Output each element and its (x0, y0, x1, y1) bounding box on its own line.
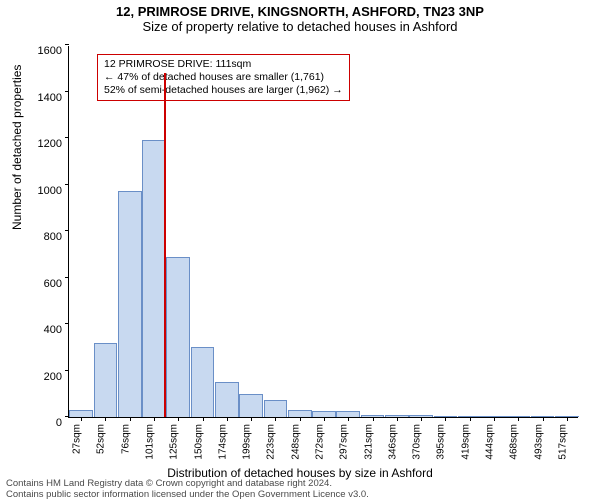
annotation-line: ← 47% of detached houses are smaller (1,… (104, 71, 343, 84)
y-tick-mark (65, 323, 69, 324)
x-tick-mark (470, 417, 471, 421)
histogram-bar (142, 140, 166, 417)
y-tick-label: 600 (22, 278, 62, 290)
x-tick-mark (81, 417, 82, 421)
x-tick-mark (275, 417, 276, 421)
marker-line (164, 73, 166, 417)
chart-title-line2: Size of property relative to detached ho… (0, 19, 600, 34)
x-tick-mark (105, 417, 106, 421)
x-tick-label: 444sqm (485, 424, 496, 460)
x-tick-label: 101sqm (145, 424, 156, 460)
y-tick-mark (65, 91, 69, 92)
y-tick-label: 1600 (22, 45, 62, 57)
attribution-line: Contains HM Land Registry data © Crown c… (6, 479, 369, 489)
y-tick-mark (65, 44, 69, 45)
x-tick-mark (373, 417, 374, 421)
y-tick-label: 1000 (22, 185, 62, 197)
x-tick-label: 272sqm (315, 424, 326, 460)
attribution-line: Contains public sector information licen… (6, 490, 369, 500)
x-tick-mark (178, 417, 179, 421)
annotation-line: 12 PRIMROSE DRIVE: 111sqm (104, 58, 343, 71)
x-tick-mark (567, 417, 568, 421)
histogram-bar (166, 257, 190, 417)
y-tick-mark (65, 277, 69, 278)
y-tick-label: 0 (22, 417, 62, 429)
y-tick-mark (65, 137, 69, 138)
x-tick-mark (154, 417, 155, 421)
x-tick-mark (300, 417, 301, 421)
histogram-bar (239, 394, 263, 417)
chart-title-block: 12, PRIMROSE DRIVE, KINGSNORTH, ASHFORD,… (0, 0, 600, 34)
x-tick-label: 517sqm (557, 424, 568, 460)
y-tick-mark (65, 184, 69, 185)
x-tick-mark (494, 417, 495, 421)
x-tick-mark (130, 417, 131, 421)
annotation-box: 12 PRIMROSE DRIVE: 111sqm ← 47% of detac… (97, 54, 350, 101)
x-tick-mark (421, 417, 422, 421)
x-tick-label: 150sqm (193, 424, 204, 460)
x-tick-label: 297sqm (339, 424, 350, 460)
x-tick-mark (324, 417, 325, 421)
histogram-bar (191, 347, 215, 417)
x-tick-label: 248sqm (290, 424, 301, 460)
x-tick-label: 199sqm (242, 424, 253, 460)
x-tick-label: 395sqm (436, 424, 447, 460)
attribution-text: Contains HM Land Registry data © Crown c… (6, 479, 369, 500)
x-tick-label: 493sqm (533, 424, 544, 460)
x-tick-label: 346sqm (387, 424, 398, 460)
y-tick-label: 800 (22, 231, 62, 243)
x-tick-mark (397, 417, 398, 421)
x-tick-mark (227, 417, 228, 421)
histogram-bar (69, 410, 93, 417)
histogram-bar (94, 343, 118, 417)
x-tick-label: 370sqm (412, 424, 423, 460)
x-tick-label: 27sqm (72, 424, 83, 454)
y-tick-label: 1400 (22, 92, 62, 104)
x-tick-label: 321sqm (363, 424, 374, 460)
x-tick-label: 419sqm (460, 424, 471, 460)
histogram-bar (118, 191, 142, 417)
y-tick-label: 1200 (22, 138, 62, 150)
annotation-line: 52% of semi-detached houses are larger (… (104, 84, 343, 97)
x-tick-mark (348, 417, 349, 421)
x-tick-mark (203, 417, 204, 421)
x-tick-label: 125sqm (169, 424, 180, 460)
histogram-bar (264, 400, 288, 417)
x-tick-label: 468sqm (509, 424, 520, 460)
y-tick-mark (65, 230, 69, 231)
y-tick-mark (65, 370, 69, 371)
x-tick-label: 76sqm (120, 424, 131, 454)
chart-title-line1: 12, PRIMROSE DRIVE, KINGSNORTH, ASHFORD,… (0, 4, 600, 19)
x-tick-mark (251, 417, 252, 421)
y-tick-label: 200 (22, 371, 62, 383)
histogram-bar (215, 382, 239, 417)
histogram-bar (288, 410, 312, 417)
x-tick-label: 223sqm (266, 424, 277, 460)
x-tick-label: 52sqm (96, 424, 107, 454)
x-tick-mark (445, 417, 446, 421)
x-tick-mark (543, 417, 544, 421)
x-tick-mark (518, 417, 519, 421)
chart-plot-area: 12 PRIMROSE DRIVE: 111sqm ← 47% of detac… (68, 46, 578, 418)
y-tick-label: 400 (22, 324, 62, 336)
x-tick-label: 174sqm (217, 424, 228, 460)
